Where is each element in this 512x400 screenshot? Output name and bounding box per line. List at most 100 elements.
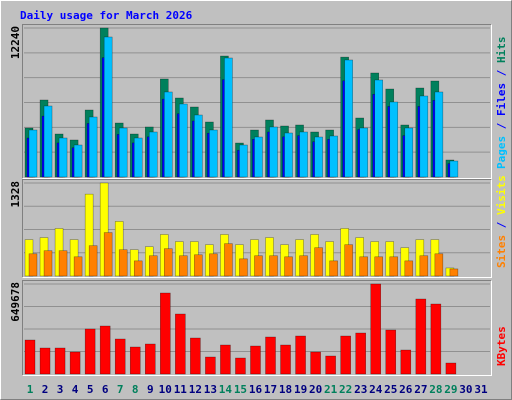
bar xyxy=(58,250,68,277)
bar xyxy=(314,136,323,178)
bar xyxy=(445,362,457,375)
bar xyxy=(209,253,218,277)
bar xyxy=(385,329,397,375)
bar xyxy=(24,339,36,375)
x-tick-label: 12 xyxy=(189,383,202,396)
bar xyxy=(400,349,412,375)
x-tick-label: 29 xyxy=(444,383,457,396)
bar xyxy=(224,243,233,277)
x-tick-label: 10 xyxy=(159,383,172,396)
bar xyxy=(88,245,98,277)
bar xyxy=(299,255,308,277)
legend: Sites / Visits xyxy=(495,175,508,268)
bar xyxy=(224,57,233,178)
x-tick-label: 28 xyxy=(429,383,442,396)
bar xyxy=(269,126,278,178)
bar xyxy=(404,127,414,178)
x-tick-label: 11 xyxy=(174,383,188,396)
x-tick-label: 13 xyxy=(204,383,217,396)
bar xyxy=(194,114,203,178)
x-tick-label: 20 xyxy=(309,383,322,396)
bar xyxy=(179,255,188,277)
bar xyxy=(133,137,143,178)
bar xyxy=(284,132,293,178)
bar xyxy=(28,129,38,178)
bar xyxy=(299,131,308,178)
legend-separator: / xyxy=(495,63,508,83)
x-tick-label: 1 xyxy=(27,383,34,396)
legend-separator: / xyxy=(495,116,508,136)
x-tick-label: 14 xyxy=(219,383,233,396)
x-tick-label: 2 xyxy=(42,383,49,396)
y-tick-label: 12240 xyxy=(9,26,22,59)
bar xyxy=(190,337,201,375)
x-tick-label: 3 xyxy=(57,383,64,396)
bar xyxy=(329,260,338,277)
x-tick-label: 21 xyxy=(324,383,338,396)
x-tick-label: 5 xyxy=(87,383,94,396)
x-tick-label: 15 xyxy=(234,383,247,396)
bar xyxy=(344,244,353,277)
bar xyxy=(310,351,321,375)
x-tick-label: 6 xyxy=(102,383,109,396)
plot-dark-edge xyxy=(22,280,492,376)
bar xyxy=(58,137,68,178)
legend: KBytes xyxy=(495,326,508,366)
bar xyxy=(389,256,399,277)
x-tick-label: 7 xyxy=(117,383,124,396)
bar xyxy=(295,335,306,375)
x-tick-label: 17 xyxy=(264,383,277,396)
bar xyxy=(344,59,353,178)
plot-light-edge xyxy=(22,280,492,376)
bar xyxy=(164,248,173,277)
bar xyxy=(359,127,368,178)
bar xyxy=(239,258,248,277)
legend-entry: KBytes xyxy=(495,326,508,366)
bar xyxy=(39,347,51,375)
bar xyxy=(329,135,338,178)
bar xyxy=(179,103,188,178)
bar xyxy=(374,79,383,178)
x-tick-label: 31 xyxy=(474,383,488,396)
bar xyxy=(250,345,261,375)
legend-entry: Pages xyxy=(495,136,508,169)
bar xyxy=(449,160,459,178)
bar xyxy=(314,247,323,277)
legend-entry: Files xyxy=(495,83,508,116)
bar xyxy=(43,105,53,178)
bar xyxy=(374,256,383,277)
bar xyxy=(239,144,248,178)
x-tick-label: 24 xyxy=(369,383,383,396)
bar xyxy=(103,36,113,178)
bar xyxy=(103,232,113,277)
bar xyxy=(99,325,111,375)
bar xyxy=(235,357,246,375)
x-tick-label: 16 xyxy=(249,383,263,396)
plot-light-edge xyxy=(22,179,492,278)
bar xyxy=(88,116,98,178)
bar xyxy=(129,346,141,375)
bar xyxy=(145,343,156,375)
bar xyxy=(220,344,231,375)
legend-entry: Hits xyxy=(495,37,508,64)
bar xyxy=(43,250,53,277)
legend-entry: Visits xyxy=(495,175,508,215)
bar xyxy=(84,328,96,375)
bar xyxy=(73,256,83,277)
legend-entry: Sites xyxy=(495,235,508,268)
bar xyxy=(69,351,81,375)
x-tick-label: 19 xyxy=(294,383,307,396)
bar xyxy=(175,313,186,375)
plot-dark-edge xyxy=(22,24,492,179)
x-tick-label: 22 xyxy=(339,383,352,396)
bar xyxy=(359,256,368,277)
bar xyxy=(430,303,442,375)
x-tick-label: 8 xyxy=(132,383,139,396)
bar xyxy=(284,256,293,277)
plot-dark-edge xyxy=(22,179,492,278)
bar xyxy=(28,253,38,277)
bar xyxy=(434,253,444,277)
